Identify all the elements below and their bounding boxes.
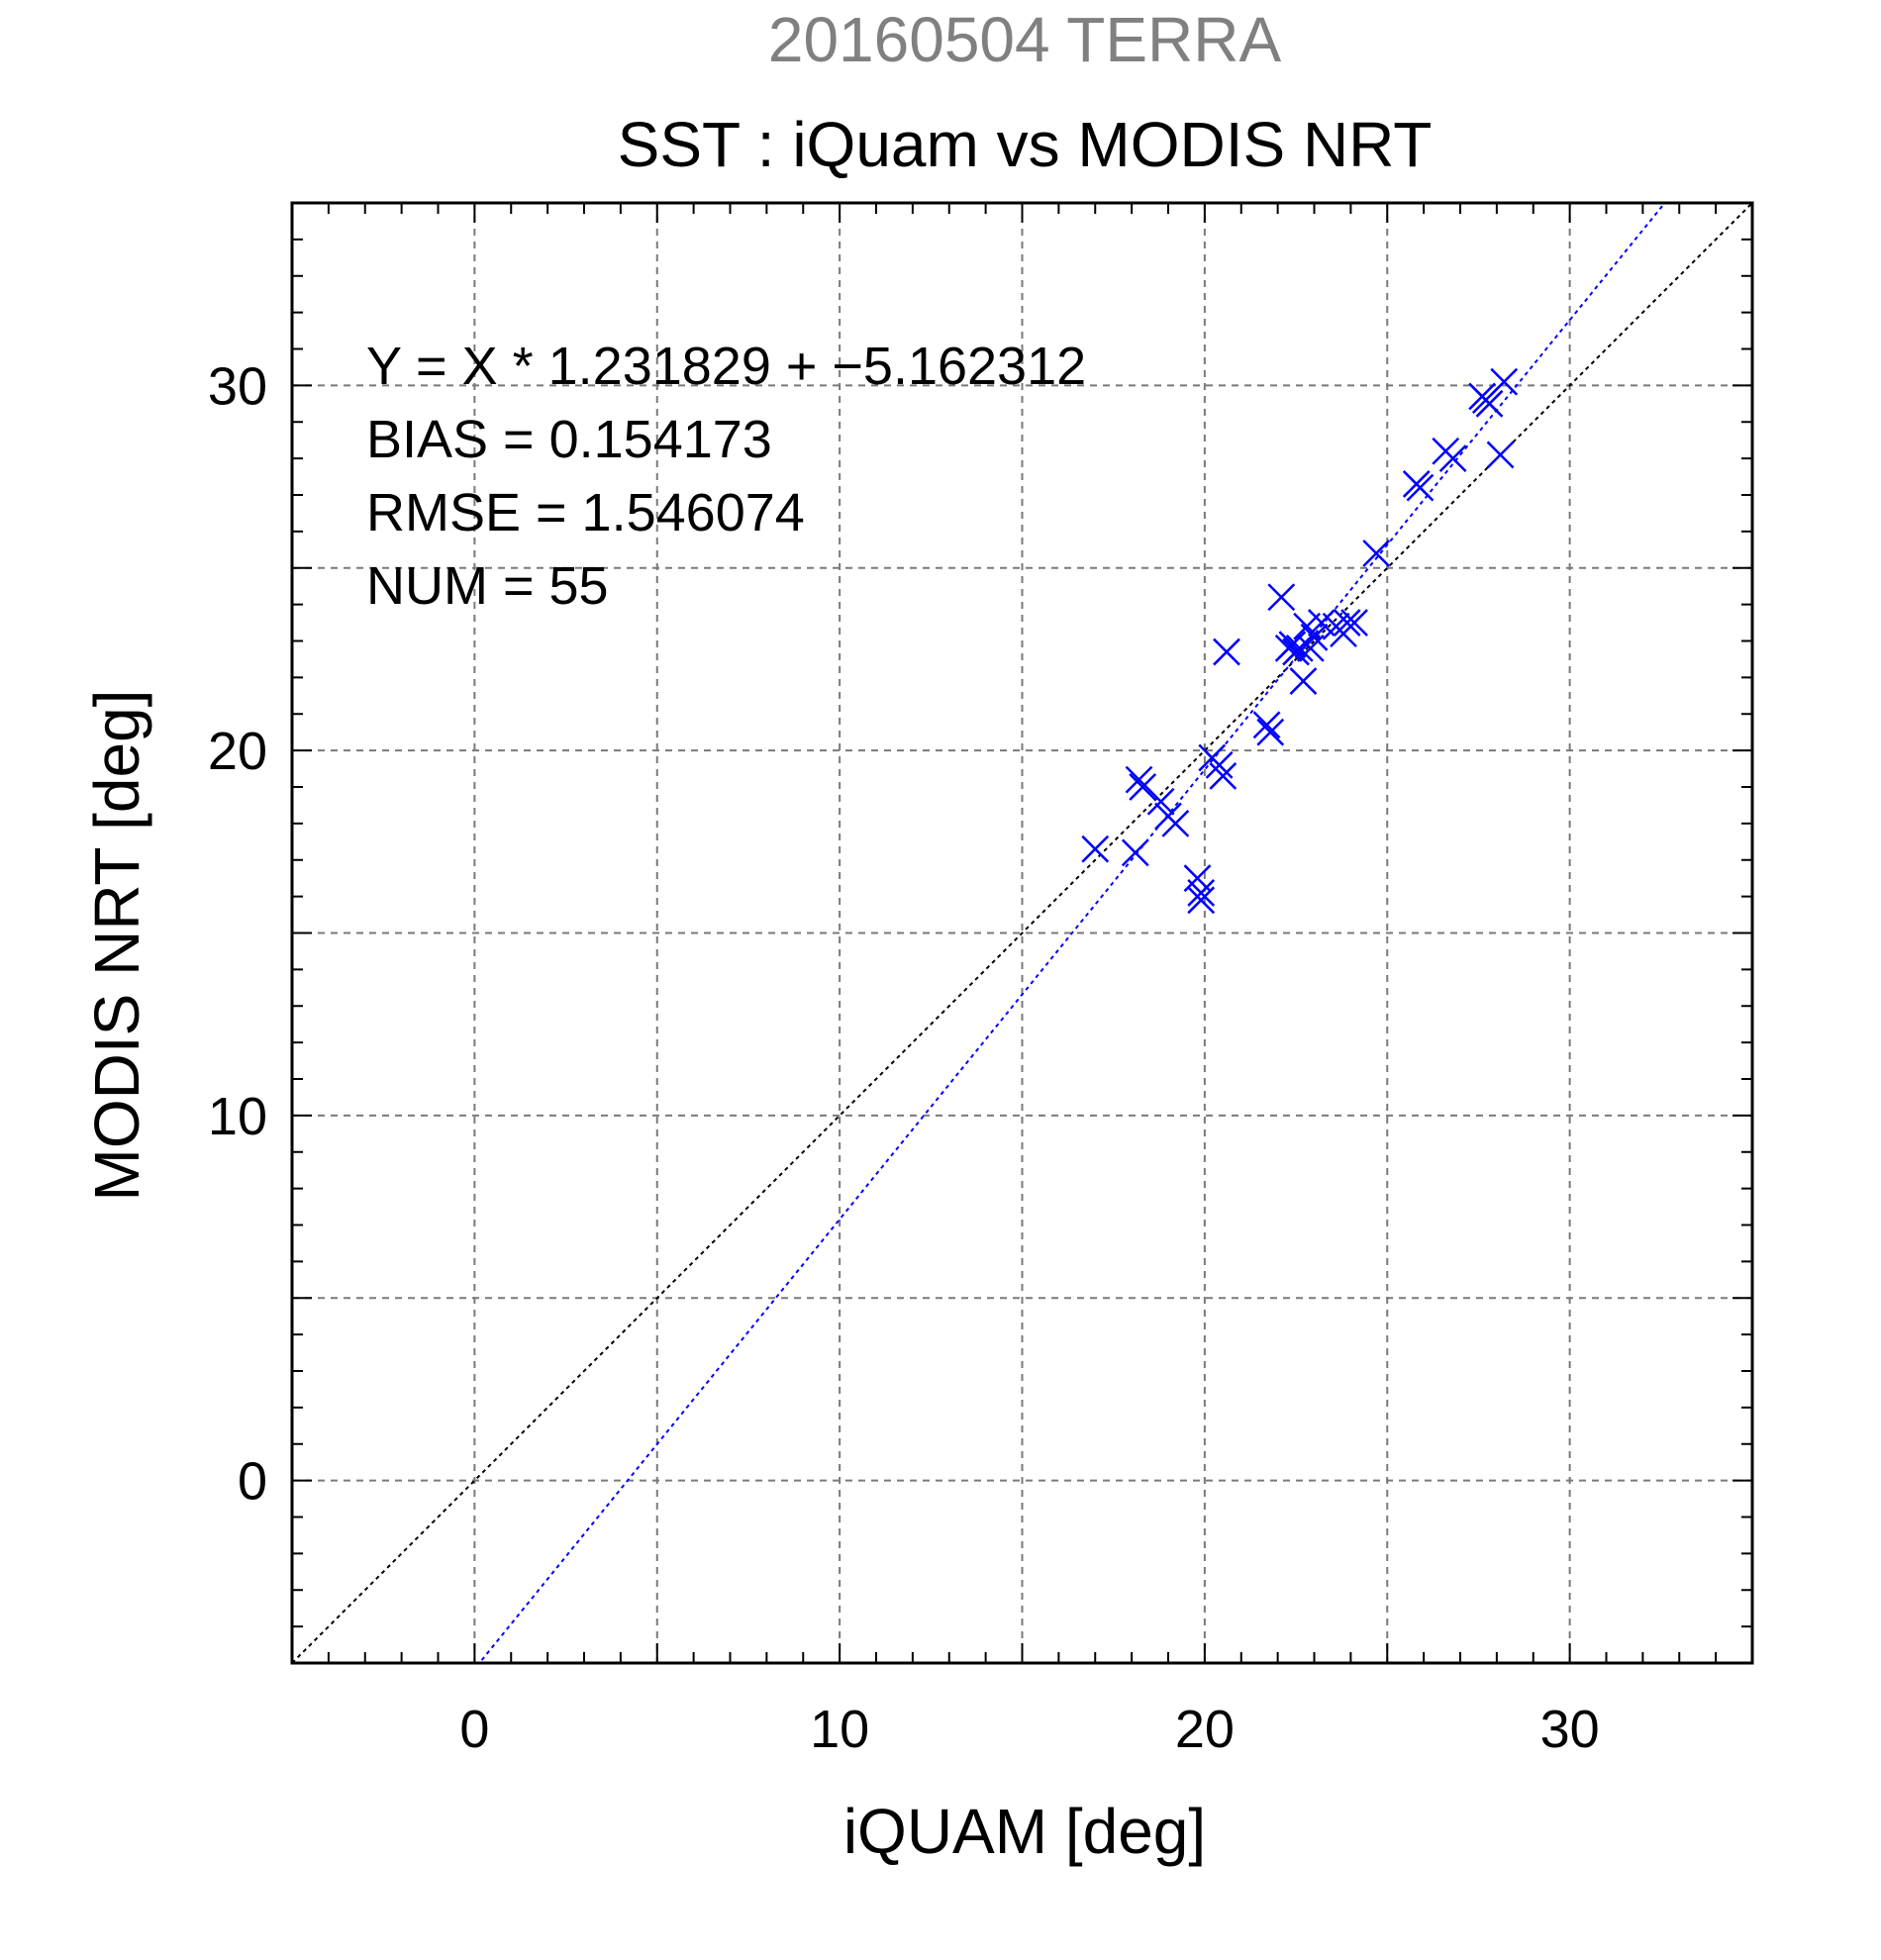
data-point (1252, 711, 1281, 739)
data-points (1081, 367, 1519, 915)
stats-annotations: Y = X * 1.231829 + −5.162312 BIAS = 0.15… (366, 337, 1086, 616)
y-tick-label: 10 (208, 1087, 267, 1146)
data-point (1296, 634, 1325, 662)
x-tick-label: 10 (810, 1700, 869, 1759)
num-value: NUM = 55 (366, 556, 609, 616)
data-point (1406, 473, 1435, 502)
data-point (1081, 834, 1110, 863)
x-tick-label: 0 (459, 1700, 489, 1759)
data-point (1209, 762, 1238, 790)
data-point (1256, 718, 1285, 746)
data-point (1278, 631, 1307, 659)
plot-frame (290, 201, 1754, 1665)
data-point (1490, 367, 1519, 396)
data-point (1187, 886, 1216, 915)
data-point (1475, 389, 1504, 418)
data-point (1213, 637, 1240, 666)
regression-line (477, 203, 1666, 1663)
x-tick-label: 30 (1540, 1700, 1600, 1759)
data-point (1362, 539, 1391, 567)
y-tick-label: 30 (208, 356, 267, 416)
tick-labels: 0 10 20 30 0 10 20 30 (208, 356, 1600, 1759)
y-tick-label: 0 (238, 1452, 267, 1512)
data-point (1267, 583, 1296, 612)
data-point (1129, 773, 1157, 801)
fit-equation: Y = X * 1.231829 + −5.162312 (366, 337, 1086, 396)
data-point (1340, 609, 1368, 637)
y-tick-label: 20 (208, 722, 267, 781)
rmse-value: RMSE = 1.546074 (366, 483, 805, 542)
x-tick-label: 20 (1175, 1700, 1235, 1759)
x-axis-label: iQUAM [deg] (843, 1796, 1206, 1867)
data-point (1121, 838, 1149, 867)
date-title: 20160504 TERRA (768, 4, 1282, 75)
data-point (1333, 609, 1361, 637)
data-point (1289, 667, 1318, 695)
data-point (1125, 765, 1153, 794)
y-axis-label: MODIS NRT [deg] (81, 690, 152, 1202)
data-point (1438, 444, 1467, 473)
tick-marks (291, 202, 1753, 1664)
data-point (1285, 634, 1314, 662)
data-point (1187, 879, 1216, 907)
data-point (1300, 623, 1329, 651)
bias-value: BIAS = 0.154173 (366, 410, 772, 469)
chart-title: SST : iQuam vs MODIS NRT (618, 109, 1433, 180)
data-point (1146, 787, 1175, 816)
data-point (1486, 441, 1515, 469)
data-point (1205, 750, 1234, 779)
data-point (1161, 809, 1190, 837)
